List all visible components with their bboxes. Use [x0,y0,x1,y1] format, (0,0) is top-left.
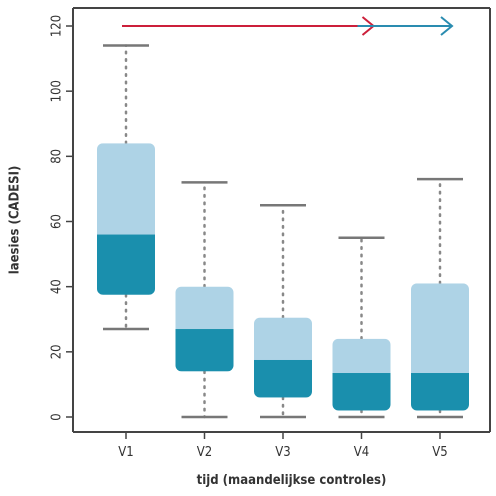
box-upper-half [254,317,312,360]
x-tick-label: V3 [275,445,290,460]
box-V4 [332,338,391,411]
box-lower-half [332,373,391,411]
box-upper-half [175,286,234,330]
x-ticks: V1 V2 V3 V4 V5 [118,432,448,460]
x-tick-label: V1 [118,445,133,460]
arrow-V1-V4 [122,16,376,36]
arrow-V4-V5 [357,16,454,36]
y-tick-label: 20 [50,344,65,359]
whiskers-layer [103,44,463,419]
x-tick-label: V5 [432,445,447,460]
y-tick-label: 60 [50,214,65,229]
y-axis-label: laesies (CADESI) [8,166,23,275]
box-lower-half [97,234,155,295]
y-tick-label: 100 [50,80,65,102]
y-tick-label: 40 [50,279,65,294]
box-lower-half [175,329,234,372]
y-tick-label: 120 [50,15,65,37]
box-V3 [254,317,312,398]
x-axis-label: tijd (maandelijkse controles) [197,473,387,488]
x-tick-label: V4 [354,445,369,460]
axes-layer [72,7,491,433]
box-V1 [97,143,155,295]
arrows-layer [122,16,454,36]
box-upper-half [411,283,469,374]
y-tick-label: 0 [50,413,65,420]
boxes-layer [97,143,469,411]
y-ticks: 0 20 40 60 80 100 120 [50,15,73,421]
box-upper-half [97,143,155,235]
box-V2 [175,286,234,372]
box-V5 [411,283,469,411]
y-tick-label: 80 [50,149,65,164]
box-upper-half [332,338,391,374]
box-lower-half [411,373,469,411]
x-tick-label: V2 [197,445,212,460]
box-lower-half [254,359,312,398]
arrow-head [440,16,454,36]
